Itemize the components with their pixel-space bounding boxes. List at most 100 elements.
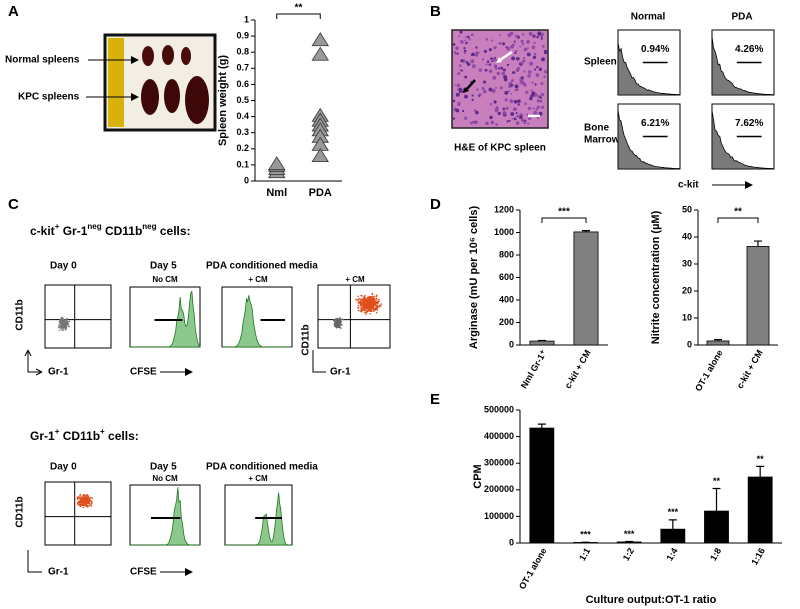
event bbox=[59, 320, 62, 323]
heading: Gr-1+ CD11b+ cells: bbox=[30, 427, 139, 443]
event bbox=[342, 318, 345, 321]
event bbox=[332, 318, 335, 321]
bar bbox=[747, 476, 773, 544]
event bbox=[91, 501, 93, 503]
nucleus bbox=[459, 30, 463, 34]
nucleus bbox=[510, 44, 515, 49]
y-tick-label: 400 bbox=[499, 294, 514, 304]
y-tick-label: 20 bbox=[682, 285, 692, 295]
event bbox=[370, 309, 373, 312]
nucleus bbox=[485, 38, 489, 41]
heading-part: c-kit bbox=[30, 224, 55, 238]
y-tick-label: 500000 bbox=[484, 404, 514, 414]
nucleus bbox=[452, 99, 456, 103]
y-tick-label: 0.4 bbox=[236, 111, 249, 121]
x-tick-label: 1:4 bbox=[664, 546, 679, 562]
heading-part: CD11b bbox=[102, 224, 143, 238]
event bbox=[367, 308, 369, 311]
event bbox=[333, 325, 336, 327]
y-tick-label: 200000 bbox=[484, 484, 514, 494]
y-axis-label: Spleen weight (g) bbox=[217, 55, 229, 146]
nucleus bbox=[483, 49, 487, 53]
nucleus bbox=[485, 63, 488, 66]
nucleus bbox=[519, 115, 523, 120]
error-bar bbox=[668, 519, 677, 530]
nucleus bbox=[457, 101, 461, 105]
nucleus bbox=[511, 56, 516, 61]
nucleus bbox=[529, 61, 534, 66]
event bbox=[68, 325, 70, 328]
nucleus bbox=[523, 70, 526, 73]
event bbox=[368, 304, 370, 306]
y-tick-label: 0 bbox=[509, 537, 514, 547]
event bbox=[367, 306, 370, 308]
event bbox=[368, 295, 371, 298]
nucleus bbox=[485, 121, 489, 126]
nucleus bbox=[494, 56, 497, 59]
nucleus bbox=[452, 117, 456, 120]
event bbox=[80, 498, 83, 501]
event bbox=[339, 321, 342, 324]
media-label: PDA conditioned media bbox=[206, 462, 318, 473]
event bbox=[78, 500, 81, 503]
event bbox=[372, 307, 374, 310]
media-label: PDA conditioned media bbox=[206, 261, 318, 272]
marker-arrow bbox=[465, 79, 476, 91]
bar bbox=[573, 231, 599, 346]
event bbox=[369, 312, 371, 315]
nucleus bbox=[519, 78, 523, 82]
nucleus bbox=[508, 119, 511, 122]
event bbox=[365, 301, 368, 303]
event bbox=[77, 497, 79, 500]
nucleus bbox=[519, 45, 522, 48]
percentage: 4.26% bbox=[735, 44, 763, 55]
nucleus bbox=[530, 89, 533, 92]
nucleus bbox=[515, 112, 518, 115]
nucleus bbox=[527, 74, 531, 78]
nucleus bbox=[478, 68, 483, 72]
event bbox=[378, 305, 380, 308]
row-label: Bone bbox=[584, 123, 609, 134]
event bbox=[88, 503, 91, 505]
event bbox=[373, 303, 376, 306]
x-tick-label: Nml bbox=[266, 187, 287, 199]
nucleus bbox=[510, 79, 514, 82]
event bbox=[371, 302, 374, 305]
axis-label: CD11b bbox=[301, 324, 312, 355]
bar bbox=[746, 246, 770, 346]
significance-bracket bbox=[276, 13, 321, 19]
bar bbox=[660, 528, 686, 544]
nucleus bbox=[524, 102, 527, 106]
nucleus bbox=[474, 53, 479, 57]
event bbox=[338, 326, 341, 329]
nucleus bbox=[464, 75, 468, 79]
nucleus bbox=[510, 92, 513, 95]
nucleus bbox=[503, 75, 508, 80]
spleen bbox=[142, 46, 154, 66]
event bbox=[77, 502, 79, 505]
nucleus bbox=[513, 117, 517, 121]
event bbox=[375, 297, 378, 300]
nucleus bbox=[531, 81, 534, 84]
event bbox=[65, 328, 67, 331]
nucleus bbox=[489, 102, 493, 106]
nucleus bbox=[513, 107, 517, 112]
x-tick-label: OT-1 alone bbox=[517, 546, 549, 591]
event bbox=[371, 292, 374, 295]
event bbox=[90, 505, 93, 507]
nucleus bbox=[537, 32, 542, 36]
nucleus bbox=[540, 36, 543, 39]
event bbox=[338, 319, 340, 322]
row-label: Marrow bbox=[584, 135, 620, 146]
x-tick-label: c-kit + CM bbox=[563, 348, 593, 390]
event bbox=[360, 304, 363, 307]
event bbox=[60, 322, 62, 324]
nucleus bbox=[488, 63, 492, 66]
nucleus bbox=[490, 39, 494, 42]
event bbox=[58, 329, 61, 332]
nucleus bbox=[489, 49, 491, 52]
significance-bracket bbox=[541, 217, 587, 223]
event bbox=[378, 304, 381, 307]
nucleus bbox=[543, 70, 548, 74]
